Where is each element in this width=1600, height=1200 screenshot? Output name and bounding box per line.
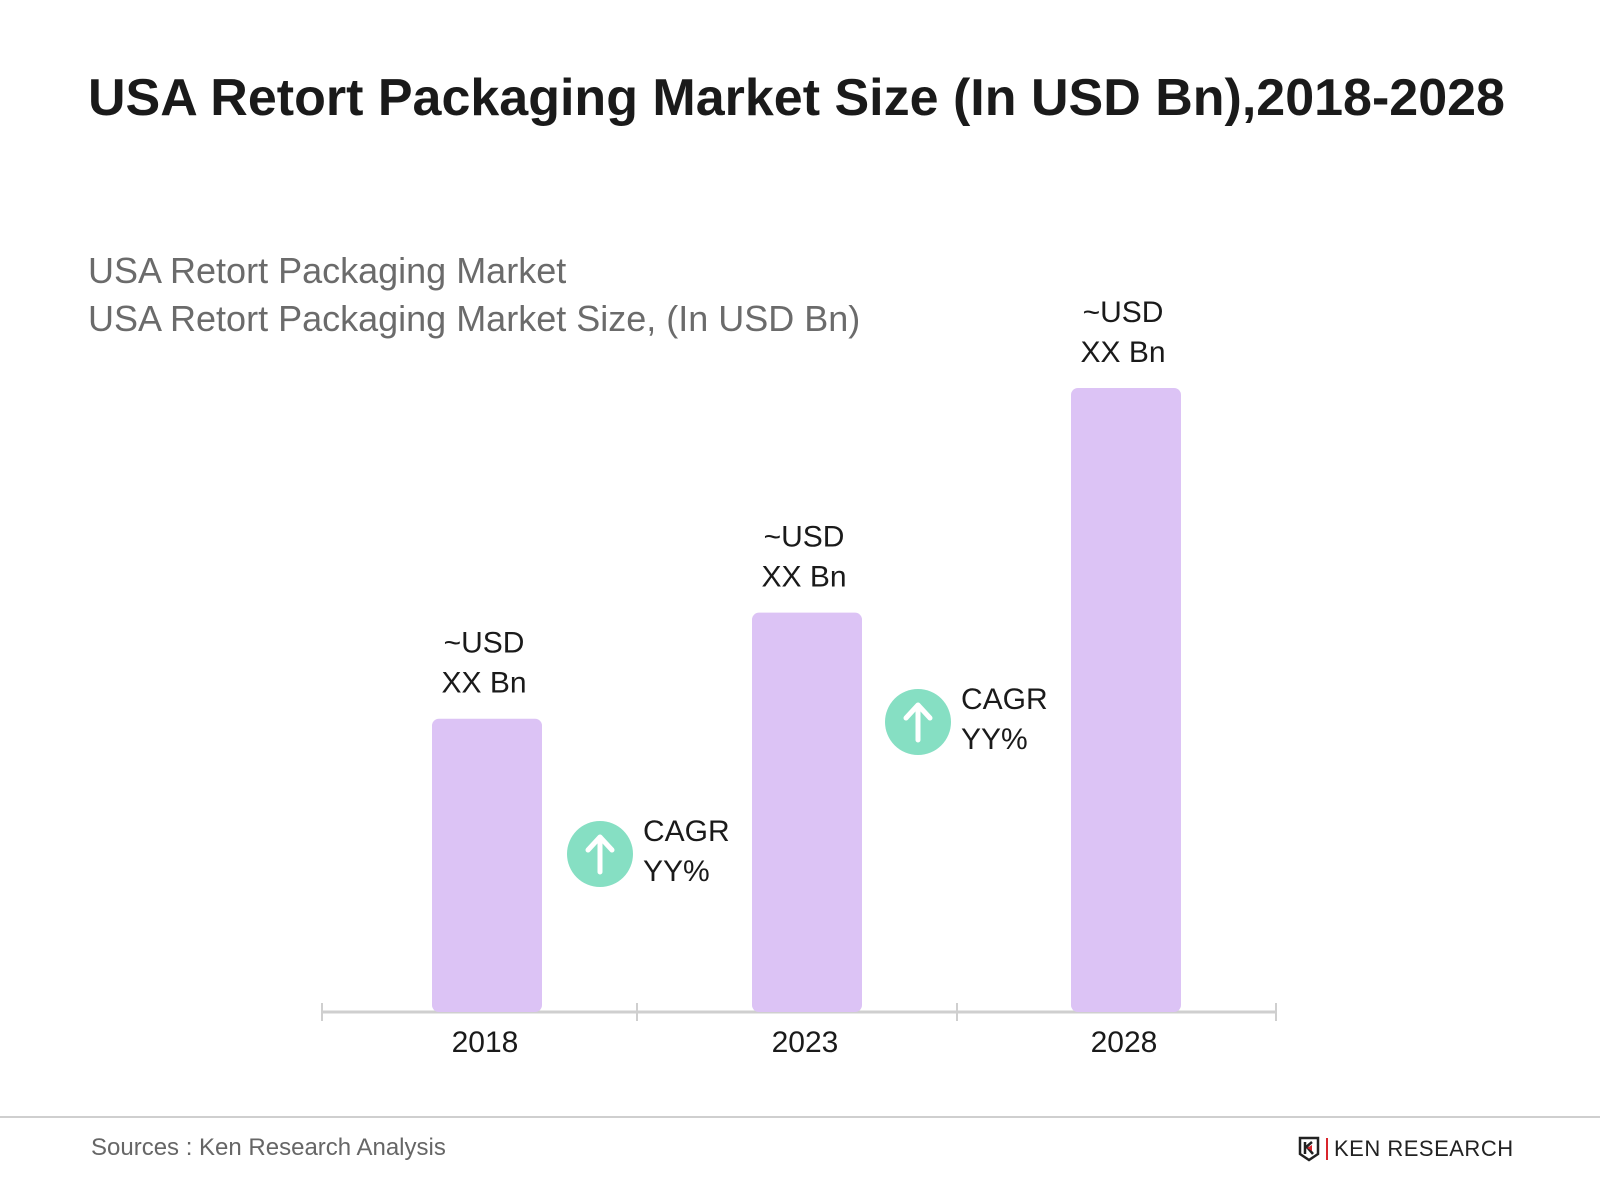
logo-divider (1326, 1138, 1328, 1160)
data-label-2018: XX Bn (441, 667, 526, 700)
data-label-2028: ~USD (1083, 296, 1164, 329)
data-label-2018: ~USD (444, 627, 525, 660)
data-label-2028: XX Bn (1080, 336, 1165, 369)
cagr-label: CAGR (643, 815, 730, 848)
data-label-2023: XX Bn (761, 561, 846, 594)
bar-2028 (1071, 388, 1181, 1012)
chart-subtitle-1: USA Retort Packaging Market (88, 250, 567, 291)
cagr-value: YY% (961, 723, 1028, 756)
arrow-up-icon (585, 834, 615, 875)
bar-chart: 2018 ~USD XX Bn 2023 ~USD XX Bn 2028 ~USD XX Bn C… (321, 296, 1277, 1059)
chart-subtitle-2: USA Retort Packaging Market Size, (In US… (88, 298, 861, 339)
data-label-2023: ~USD (764, 521, 845, 554)
bar-2023 (752, 612, 862, 1012)
chart-title: USA Retort Packaging Market Size (In USD… (88, 69, 1505, 127)
bar-2018 (432, 718, 542, 1012)
x-tick-label-2018: 2018 (452, 1026, 519, 1059)
arrow-up-icon (903, 702, 933, 743)
ken-research-logo-icon (1298, 1136, 1320, 1162)
source-note: Sources : Ken Research Analysis (91, 1134, 446, 1161)
ken-research-logo: KEN RESEARCH (1298, 1136, 1514, 1162)
x-tick-label-2023: 2023 (772, 1026, 839, 1059)
footer-divider (0, 1116, 1600, 1118)
x-tick-label-2028: 2028 (1091, 1026, 1158, 1059)
logo-text: KEN RESEARCH (1334, 1136, 1514, 1161)
cagr-label: CAGR (961, 683, 1048, 716)
cagr-value: YY% (643, 855, 710, 888)
